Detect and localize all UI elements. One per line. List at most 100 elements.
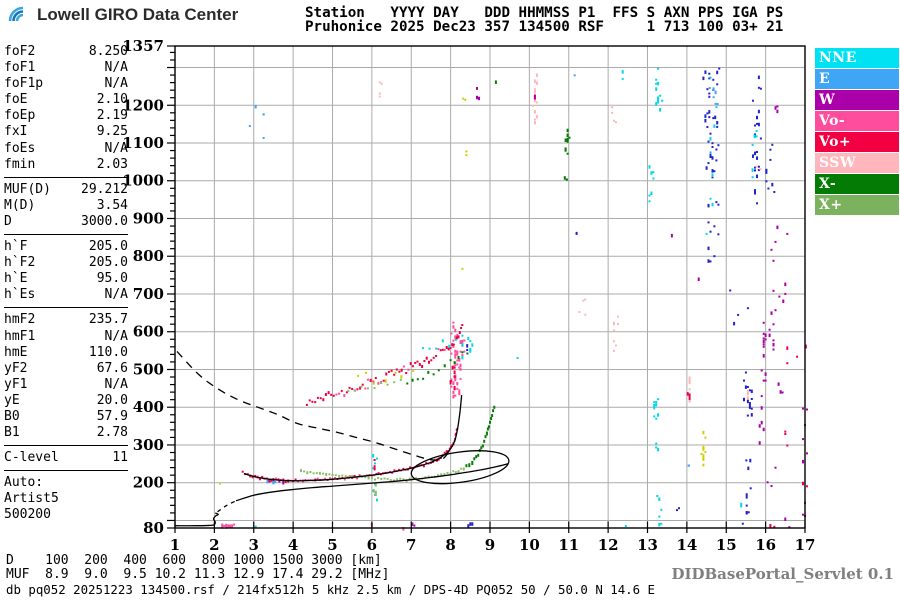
legend-item-e: E — [815, 69, 899, 89]
parameter-panel: foF2 8.250 foF1 N/A foF1p N/A foE 2.10 foEp 2.19 f… — [4, 44, 128, 524]
param-label: MUF(D) — [4, 181, 51, 197]
param-row-foEs: foEs N/A — [4, 141, 128, 157]
param-value: 8.250 — [88, 44, 128, 59]
param-row-foF2: foF2 8.250 — [4, 44, 128, 60]
x-tick-label: 13 — [637, 536, 658, 554]
legend-item-vo: Vo+ — [815, 132, 899, 152]
x-tick-label: 3 — [249, 536, 259, 554]
param-label: fmin — [4, 156, 36, 172]
record-header-values: Pruhonice 2025 Dec23 357 134500 RSF 1 71… — [305, 19, 784, 35]
param-value: 205.0 — [88, 239, 128, 255]
parameter-group-divider — [4, 307, 128, 309]
param-label: 500200 — [4, 507, 51, 523]
y-tick-label: 1100 — [122, 134, 164, 152]
f2-peak-loop — [410, 450, 510, 485]
param-row-Auto: Auto: — [4, 475, 128, 491]
y-tick-label: 200 — [133, 474, 164, 492]
legend-item-vo: Vo- — [815, 111, 899, 131]
y-tick-label: 80 — [143, 519, 164, 537]
param-label: foEs — [4, 140, 36, 156]
measurement-status-line: db pq052 20251223 134500.rsf / 214fx512h… — [6, 582, 656, 597]
param-value: 29.212 — [81, 181, 128, 197]
param-row-500200: 500200 — [4, 507, 128, 523]
param-label: Artist5 — [4, 491, 59, 507]
param-label: Auto: — [4, 475, 44, 491]
param-label: hmF2 — [4, 312, 36, 328]
x-tick-label: 1 — [170, 536, 180, 554]
param-row-Clevel: C-level 11 — [4, 450, 128, 466]
param-row-yF1: yF1 N/A — [4, 377, 128, 393]
x-tick-label: 11 — [558, 536, 579, 554]
parameter-group-divider — [4, 470, 128, 472]
param-row-B1: B1 2.78 — [4, 425, 128, 441]
param-value: N/A — [104, 328, 128, 344]
y-tick-label: 400 — [133, 398, 164, 416]
x-tick-label: 12 — [598, 536, 619, 554]
y-tick-label: 1357 — [122, 37, 164, 55]
param-row-yE: yE 20.0 — [4, 393, 128, 409]
x-tick-label: 14 — [676, 536, 697, 554]
param-row-MD: M(D) 3.54 — [4, 198, 128, 214]
param-value: N/A — [104, 140, 128, 156]
x-tick-label: 8 — [445, 536, 455, 554]
param-value: 235.7 — [88, 312, 128, 328]
x-tick-label: 5 — [327, 536, 337, 554]
param-label: hmE — [4, 344, 28, 360]
y-tick-label: 600 — [133, 323, 164, 341]
param-value: 11 — [112, 450, 128, 466]
x-tick-label: 9 — [485, 536, 495, 554]
y-tick-label: 900 — [133, 209, 164, 227]
x-tick-label: 17 — [795, 536, 816, 554]
profile-f — [235, 463, 508, 502]
param-value: 110.0 — [88, 344, 128, 360]
legend-item-x: X- — [815, 174, 899, 194]
param-value: 205.0 — [88, 255, 128, 271]
param-label: foF2 — [4, 44, 36, 59]
param-value: 3.54 — [96, 197, 128, 213]
param-value: N/A — [104, 76, 128, 92]
param-label: foE — [4, 92, 28, 108]
param-label: yF1 — [4, 376, 28, 392]
param-row-foEp: foEp 2.19 — [4, 108, 128, 124]
param-row-hmF1: hmF1 N/A — [4, 329, 128, 345]
profile-e — [174, 512, 219, 527]
param-value: 2.78 — [96, 425, 128, 441]
echo-direction-legend: NNE E W Vo- Vo+ SSW X- X+ — [815, 48, 899, 216]
axis-layer: 1357120011001000900800700600500400300200… — [122, 37, 815, 554]
param-label: h`E — [4, 271, 28, 287]
param-value: 3000.0 — [81, 213, 128, 229]
param-label: B0 — [4, 408, 20, 424]
param-row-MUFD: MUF(D) 29.212 — [4, 182, 128, 198]
param-label: D — [4, 213, 12, 229]
x-tick-label: 4 — [288, 536, 298, 554]
distance-row: D 100 200 400 600 800 1000 1500 3000 [km… — [6, 553, 382, 568]
param-label: yF2 — [4, 360, 28, 376]
param-value: 20.0 — [96, 392, 128, 408]
param-row-foF1: foF1 N/A — [4, 60, 128, 76]
giro-wave-icon — [8, 6, 24, 22]
param-value: 2.19 — [96, 108, 128, 124]
param-row-hF2: h`F2 205.0 — [4, 255, 128, 271]
param-row-foE: foE 2.10 — [4, 92, 128, 108]
param-label: foF1 — [4, 60, 36, 76]
param-row-hE: h`E 95.0 — [4, 271, 128, 287]
y-tick-label: 800 — [133, 247, 164, 265]
param-label: h`Es — [4, 287, 36, 303]
param-row-hEs: h`Es N/A — [4, 287, 128, 303]
x-tick-label: 16 — [755, 536, 776, 554]
legend-item-x: X+ — [815, 195, 899, 215]
x-tick-label: 10 — [519, 536, 540, 554]
muf-row: MUF 8.9 9.0 9.5 10.2 11.3 12.9 17.4 29.2… — [6, 567, 390, 582]
param-value: 2.03 — [96, 156, 128, 172]
param-row-D: D 3000.0 — [4, 214, 128, 230]
param-label: hmF1 — [4, 328, 36, 344]
param-label: B1 — [4, 425, 20, 441]
param-label: M(D) — [4, 197, 36, 213]
y-tick-label: 700 — [133, 285, 164, 303]
record-header-fields: Station YYYY DAY DDD HHMMSS P1 FFS S AXN… — [305, 5, 784, 21]
giro-logo-text: Lowell GIRO Data Center — [37, 5, 239, 24]
parameter-group-divider — [4, 234, 128, 236]
param-label: yE — [4, 392, 20, 408]
